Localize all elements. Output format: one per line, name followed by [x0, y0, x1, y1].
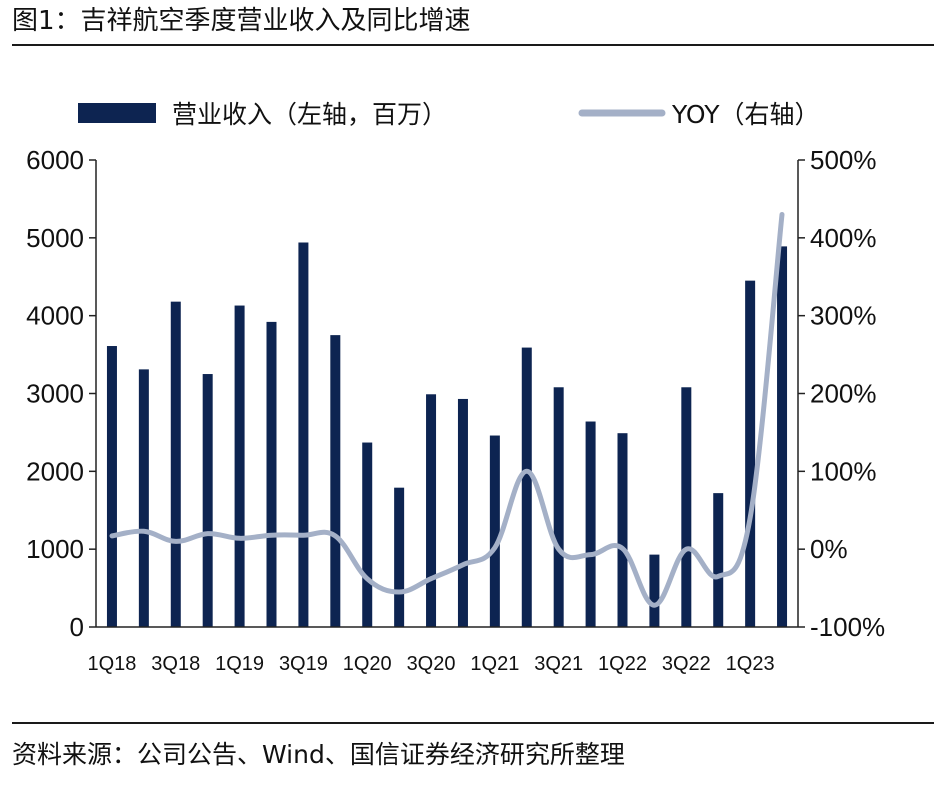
- revenue-bar-3q19: [298, 242, 309, 627]
- revenue-bar-3q18: [170, 301, 181, 627]
- x-tick-label: 3Q20: [407, 653, 456, 675]
- revenue-bar-4q22: [713, 493, 724, 627]
- revenue-bar-3q20: [426, 394, 437, 627]
- revenue-bar-4q20: [457, 398, 468, 627]
- revenue-bar-3q22: [681, 387, 692, 627]
- revenue-bar-4q21: [585, 421, 596, 627]
- revenue-bar-1q20: [362, 442, 373, 627]
- left-tick-label: 2000: [26, 456, 84, 486]
- x-tick-label: 1Q23: [726, 653, 775, 675]
- revenue-bar-4q19: [330, 335, 341, 627]
- revenue-bar-1q21: [489, 435, 500, 627]
- left-tick-label: 0: [70, 612, 84, 642]
- figure-title: 图1：吉祥航空季度营业收入及同比增速: [12, 6, 471, 36]
- revenue-bar-2q23: [777, 246, 788, 627]
- yoy-series: [109, 212, 785, 608]
- revenue-bar-2q21: [521, 347, 532, 627]
- right-tick-label: -100%: [810, 612, 885, 642]
- right-tick-label: 400%: [810, 223, 877, 253]
- x-tick-label: 1Q21: [470, 653, 519, 675]
- right-axis-ticks: 500% 400% 300% 200% 100% 0% -100%: [798, 145, 885, 642]
- revenue-bar-4q18: [202, 374, 213, 627]
- right-tick-label: 500%: [810, 145, 877, 175]
- revenue-bar-1q22: [617, 433, 628, 627]
- revenue-bar-2q20: [394, 487, 405, 627]
- x-tick-label: 1Q22: [598, 653, 647, 675]
- revenue-yoy-chart: 营业收入（左轴，百万） YOY（右轴） 6000 5000 4000 3000 2000…: [26, 100, 885, 675]
- left-tick-label: 1000: [26, 534, 84, 564]
- revenue-bar-3q21: [553, 387, 564, 627]
- left-tick-label: 6000: [26, 145, 84, 175]
- right-tick-label: 100%: [810, 456, 877, 486]
- revenue-bar-1q23: [745, 280, 756, 627]
- source-divider: [12, 722, 934, 724]
- right-tick-label: 0%: [810, 534, 848, 564]
- legend-revenue-swatch: [78, 103, 156, 123]
- x-tick-label: 3Q19: [279, 653, 328, 675]
- source-note: 资料来源：公司公告、Wind、国信证券经济研究所整理: [12, 740, 625, 769]
- revenue-bar-2q18: [138, 369, 149, 627]
- left-tick-label: 4000: [26, 301, 84, 331]
- revenue-bar-1q18: [106, 346, 117, 627]
- revenue-bar-2q22: [649, 554, 660, 627]
- legend-yoy-label: YOY（右轴）: [671, 100, 820, 129]
- x-tick-label: 3Q18: [151, 653, 200, 675]
- x-tick-label: 3Q21: [534, 653, 583, 675]
- revenue-bar-1q19: [234, 305, 245, 627]
- x-tick-label: 3Q22: [662, 653, 711, 675]
- left-tick-label: 3000: [26, 379, 84, 409]
- x-axis-ticks: 1Q18 3Q18 1Q19 3Q19 1Q20 3Q20 1Q21 3Q21 1Q22 3Q22…: [87, 653, 774, 675]
- chart-legend: 营业收入（左轴，百万） YOY（右轴）: [78, 100, 820, 129]
- x-tick-label: 1Q20: [343, 653, 392, 675]
- left-tick-label: 5000: [26, 223, 84, 253]
- legend-revenue-label: 营业收入（左轴，百万）: [172, 100, 447, 129]
- right-tick-label: 200%: [810, 379, 877, 409]
- x-tick-label: 1Q19: [215, 653, 264, 675]
- revenue-bars: [106, 242, 788, 627]
- left-axis-ticks: 6000 5000 4000 3000 2000 1000 0: [26, 145, 96, 642]
- title-divider: [12, 44, 934, 46]
- right-tick-label: 300%: [810, 301, 877, 331]
- yoy-line: [109, 212, 785, 608]
- x-tick-label: 1Q18: [87, 653, 136, 675]
- revenue-bar-2q19: [266, 321, 277, 627]
- chart-axes: [95, 160, 799, 628]
